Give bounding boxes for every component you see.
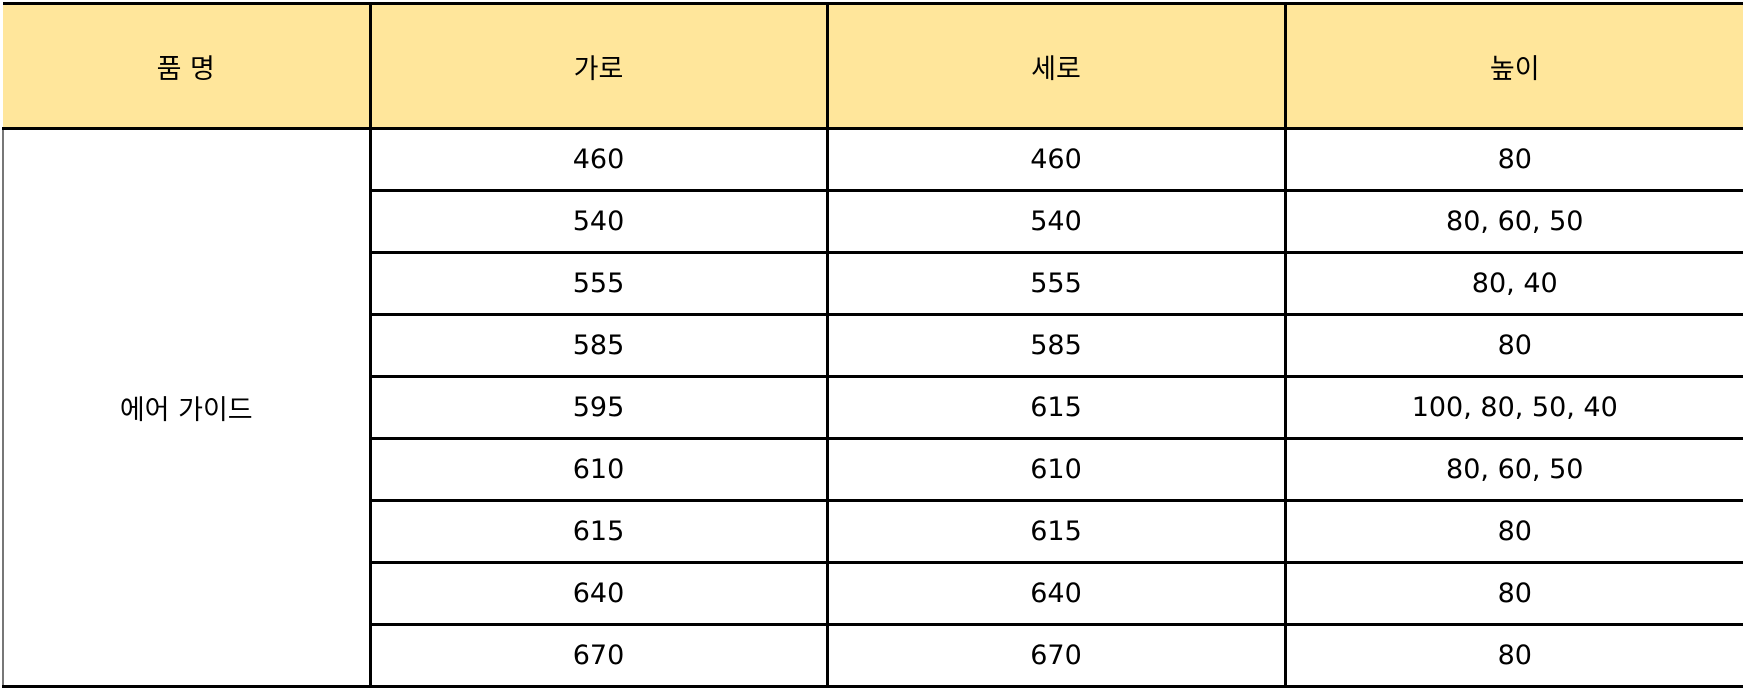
header-width: 가로 bbox=[368, 2, 829, 130]
width-cell: 610 bbox=[368, 437, 829, 502]
height-cell: 100, 80, 50, 40 bbox=[1283, 375, 1743, 440]
depth-cell: 555 bbox=[825, 251, 1287, 316]
product-name-cell: 에어 가이드 bbox=[2, 127, 372, 688]
depth-cell: 615 bbox=[825, 375, 1287, 440]
header-row: 품 명 가로 세로 높이 bbox=[3, 2, 1743, 130]
width-cell: 460 bbox=[368, 127, 829, 192]
depth-cell: 640 bbox=[825, 561, 1287, 626]
depth-cell: 610 bbox=[825, 437, 1287, 502]
table-row: 540 540 80, 60, 50 bbox=[3, 189, 1743, 254]
height-cell: 80, 60, 50 bbox=[1283, 189, 1743, 254]
height-cell: 80, 40 bbox=[1283, 251, 1743, 316]
table-row: 595 615 100, 80, 50, 40 bbox=[3, 375, 1743, 440]
table-row: 555 555 80, 40 bbox=[3, 251, 1743, 316]
width-cell: 670 bbox=[368, 623, 829, 688]
header-height: 높이 bbox=[1283, 2, 1743, 130]
depth-cell: 460 bbox=[825, 127, 1287, 192]
height-cell: 80 bbox=[1283, 561, 1743, 626]
width-cell: 555 bbox=[368, 251, 829, 316]
depth-cell: 615 bbox=[825, 499, 1287, 564]
depth-cell: 670 bbox=[825, 623, 1287, 688]
depth-cell: 540 bbox=[825, 189, 1287, 254]
width-cell: 585 bbox=[368, 313, 829, 378]
header-product-name: 품 명 bbox=[3, 2, 372, 130]
height-cell: 80 bbox=[1283, 313, 1743, 378]
table-row: 585 585 80 bbox=[3, 313, 1743, 378]
table-row: 640 640 80 bbox=[3, 561, 1743, 626]
table-row: 615 615 80 bbox=[3, 499, 1743, 564]
width-cell: 615 bbox=[368, 499, 829, 564]
height-cell: 80 bbox=[1283, 499, 1743, 564]
header-depth: 세로 bbox=[825, 2, 1287, 130]
depth-cell: 585 bbox=[825, 313, 1287, 378]
table-row: 610 610 80, 60, 50 bbox=[3, 437, 1743, 502]
table-row: 에어 가이드 460 460 80 bbox=[2, 127, 1743, 688]
height-cell: 80 bbox=[1283, 623, 1743, 688]
width-cell: 640 bbox=[368, 561, 829, 626]
table-row: 670 670 80 bbox=[3, 623, 1743, 688]
width-cell: 540 bbox=[368, 189, 829, 254]
width-cell: 595 bbox=[368, 375, 829, 440]
height-cell: 80, 60, 50 bbox=[1283, 437, 1743, 502]
height-cell: 80 bbox=[1283, 127, 1743, 192]
